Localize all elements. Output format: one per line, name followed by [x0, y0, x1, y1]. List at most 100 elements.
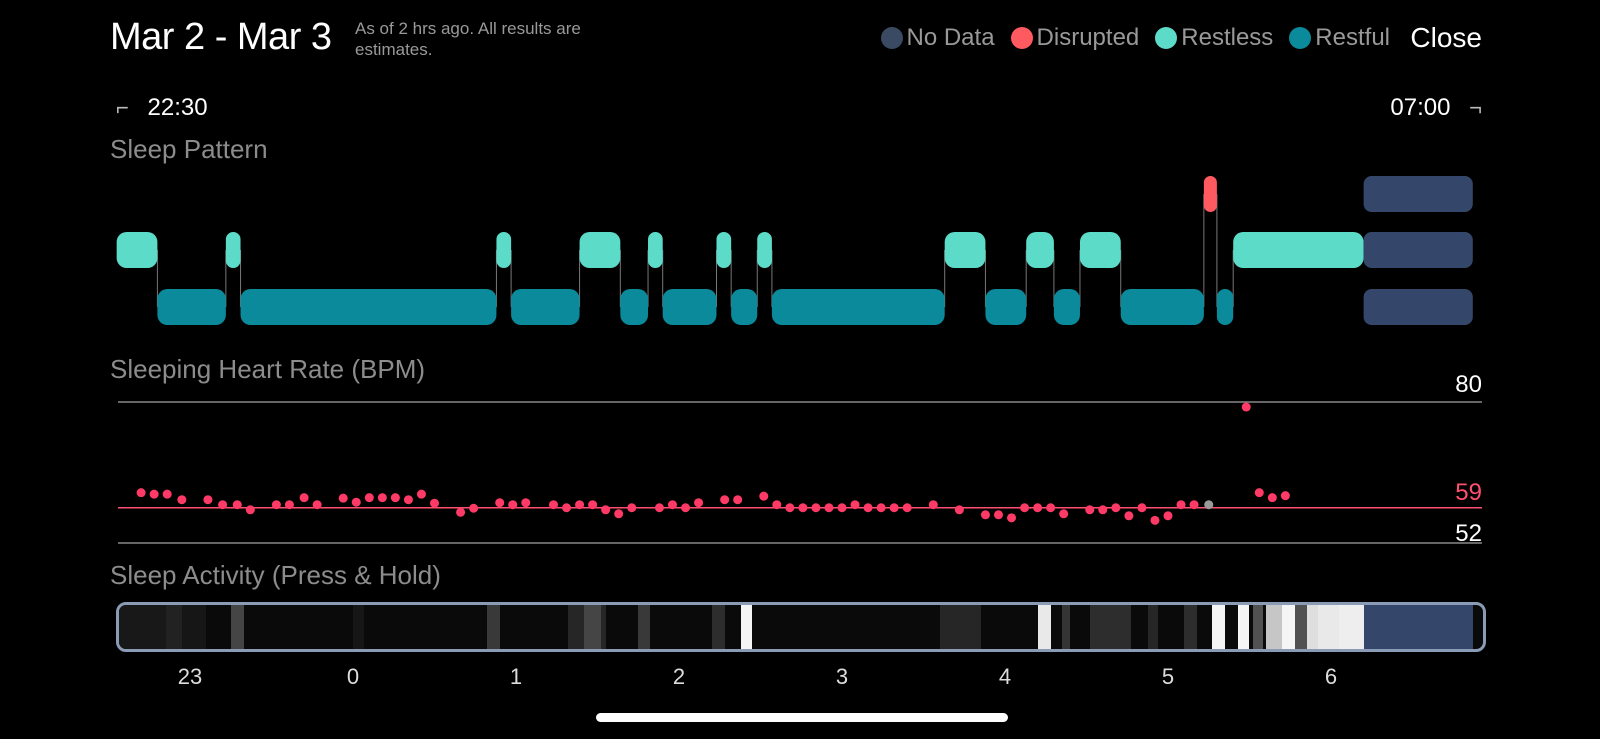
restless-bar: [757, 232, 772, 268]
hr-point: [271, 500, 281, 510]
restful-bar: [985, 289, 1027, 325]
restful-bar: [662, 289, 717, 325]
restful-dot-icon: [1289, 27, 1312, 49]
hr-point: [1204, 500, 1214, 510]
activity-segment: [1363, 605, 1473, 649]
hr-point: [284, 500, 294, 510]
restless-bar: [1079, 232, 1121, 268]
hr-point: [1085, 505, 1095, 515]
restful-bar: [1216, 289, 1234, 325]
hr-point: [654, 503, 664, 513]
hr-point: [614, 509, 624, 519]
activity-segment: [1252, 605, 1263, 649]
hr-point: [1280, 491, 1290, 501]
restful-bar: [771, 289, 945, 325]
restless-bar: [579, 232, 621, 268]
tick-label: 23: [177, 664, 203, 689]
hr-point: [588, 500, 598, 510]
hr-point: [403, 495, 413, 505]
hr-point: [351, 497, 361, 507]
hr-point: [495, 498, 505, 508]
hr-point: [575, 500, 585, 510]
hr-min-label: 52: [1455, 520, 1482, 547]
restless-bar: [225, 232, 241, 268]
heart-rate-heading: Sleeping Heart Rate (BPM): [110, 354, 426, 384]
restless-dot-icon: [1155, 27, 1178, 49]
hr-point: [338, 493, 348, 503]
activity-segment: [1265, 605, 1283, 649]
no-data-dot-icon: [880, 27, 903, 49]
hr-point: [1046, 503, 1056, 513]
restful-bar: [511, 289, 580, 325]
legend-restful: Restful: [1289, 24, 1390, 52]
hr-point: [954, 505, 964, 515]
hr-point: [720, 495, 730, 505]
disrupted-bar: [1203, 176, 1217, 212]
hr-point: [733, 495, 743, 505]
hr-point: [601, 505, 611, 515]
activity-segment: [165, 605, 182, 649]
legend: No Data Disrupted Restless Restful: [880, 24, 1390, 52]
activity-segment: [1295, 605, 1307, 649]
activity-segment: [638, 605, 650, 649]
close-button[interactable]: Close: [1410, 22, 1482, 53]
restless-bar: [716, 232, 732, 268]
hr-point: [1098, 505, 1108, 515]
hr-point: [928, 500, 938, 510]
legend-label: Disrupted: [1036, 24, 1140, 51]
home-indicator[interactable]: [596, 713, 1008, 722]
bracket-left-icon: ⌐: [116, 95, 129, 120]
activity-segment: [1317, 605, 1340, 649]
hr-point: [364, 493, 374, 503]
legend-disrupted: Disrupted: [1010, 24, 1140, 52]
hr-point: [863, 503, 873, 513]
hr-point: [667, 500, 677, 510]
hr-avg-label: 59: [1455, 479, 1482, 506]
hr-point: [681, 503, 691, 513]
activity-segment: [1306, 605, 1318, 649]
tick-label: 3: [835, 664, 849, 689]
restful-bar: [157, 289, 226, 325]
hr-point: [876, 503, 886, 513]
hr-point: [562, 503, 572, 513]
legend-no-data: No Data: [880, 24, 995, 52]
hr-point: [889, 503, 899, 513]
hr-point: [469, 503, 479, 513]
hr-point: [299, 493, 309, 503]
restful-bar: [240, 289, 497, 325]
tick-label: 4: [998, 664, 1012, 689]
hr-point: [772, 500, 782, 510]
sleep-pattern-chart[interactable]: [116, 176, 1473, 325]
hr-point: [1267, 493, 1277, 503]
tick-label: 1: [509, 664, 523, 689]
heart-rate-chart[interactable]: 80 59 52: [118, 371, 1482, 547]
bracket-right-icon: ¬: [1469, 95, 1482, 120]
no-data-bar: [1363, 176, 1473, 212]
hr-point: [218, 500, 228, 510]
hr-point: [627, 503, 637, 513]
hr-point: [521, 498, 531, 508]
hr-point: [1241, 402, 1251, 412]
restless-bar: [648, 232, 663, 268]
restless-bar: [496, 232, 512, 268]
activity-segment: [1339, 605, 1364, 649]
hr-point: [694, 498, 704, 508]
activity-segment: [1089, 605, 1131, 649]
legend-label: No Data: [906, 24, 995, 51]
hr-point: [1137, 503, 1147, 513]
sleep-pattern-heading: Sleep Pattern: [110, 134, 268, 164]
hr-point: [1163, 511, 1173, 521]
tick-label: 0: [346, 664, 360, 689]
hr-point: [136, 488, 146, 498]
restless-bar: [944, 232, 986, 268]
hr-point: [1176, 500, 1186, 510]
hr-point: [390, 493, 400, 503]
sleep-activity-strip[interactable]: [116, 602, 1486, 652]
restless-bar: [116, 232, 158, 268]
hr-point: [149, 489, 159, 499]
activity-segment: [116, 605, 117, 649]
hr-point: [993, 510, 1003, 520]
activity-segment: [353, 605, 365, 649]
legend-label: Restless: [1181, 24, 1274, 51]
